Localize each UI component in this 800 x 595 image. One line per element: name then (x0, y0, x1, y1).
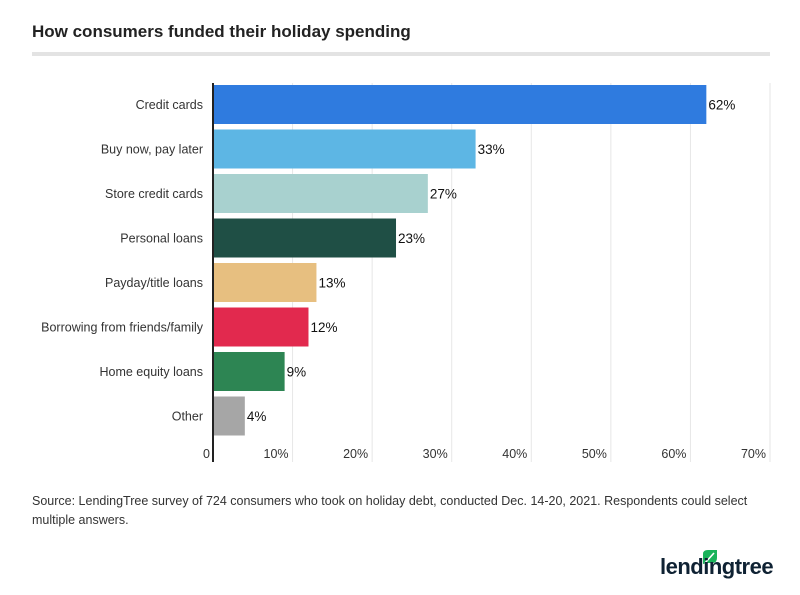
bar-1 (213, 129, 476, 169)
data-label: 33% (478, 142, 505, 157)
x-tick-label: 50% (582, 447, 607, 461)
category-label: Buy now, pay later (101, 143, 203, 157)
x-tick-label: 0 (203, 447, 210, 461)
leaf-icon (703, 550, 717, 564)
bar-5 (213, 307, 309, 347)
bar-6 (213, 352, 285, 391)
data-label: 13% (318, 276, 345, 291)
bar-7 (213, 396, 245, 436)
chart-title: How consumers funded their holiday spend… (32, 22, 411, 41)
data-label: 23% (398, 231, 425, 246)
data-label: 27% (430, 187, 457, 202)
category-label: Other (172, 410, 203, 424)
category-label: Store credit cards (105, 187, 203, 201)
x-tick-label: 40% (502, 447, 527, 461)
category-label: Home equity loans (99, 365, 203, 379)
data-label: 4% (247, 409, 267, 424)
logo-text: lendingtree (660, 554, 774, 579)
x-tick-label: 70% (741, 447, 766, 461)
x-tick-label: 20% (343, 447, 368, 461)
category-label: Borrowing from friends/family (41, 321, 204, 335)
data-label: 9% (287, 365, 307, 380)
lendingtree-logo: lendingtree (660, 548, 774, 582)
category-label: Credit cards (136, 98, 203, 112)
title-divider (32, 52, 770, 56)
x-tick-label: 10% (264, 447, 289, 461)
x-tick-label: 30% (423, 447, 448, 461)
data-label: 12% (310, 320, 337, 335)
bar-4 (213, 263, 317, 302)
data-label: 62% (708, 98, 735, 113)
bar-2 (213, 174, 428, 213)
category-label: Personal loans (120, 232, 203, 246)
source-note: Source: LendingTree survey of 724 consum… (32, 494, 748, 527)
bar-3 (213, 218, 397, 258)
category-label: Payday/title loans (105, 276, 203, 290)
bar-0 (213, 85, 707, 124)
x-tick-label: 60% (661, 447, 686, 461)
